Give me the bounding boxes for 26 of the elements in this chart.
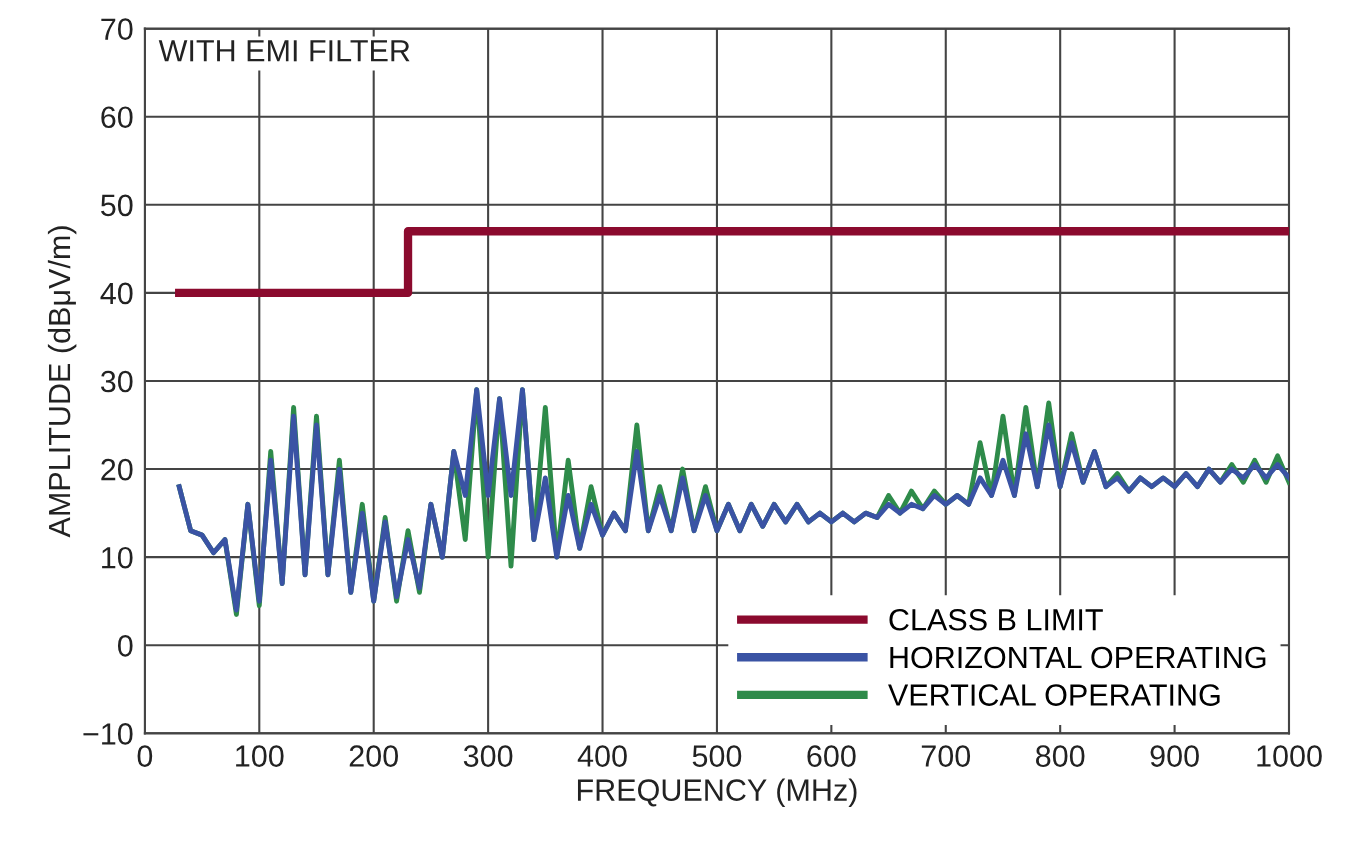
legend-label: HORIZONTAL OPERATING	[890, 646, 1266, 669]
x-tick-label: 200	[349, 745, 398, 767]
y-tick-label: 30	[100, 370, 133, 393]
y-tick-label: 60	[101, 106, 133, 129]
x-tick-label: 100	[236, 745, 284, 767]
x-tick-label: 600	[807, 745, 856, 767]
legend-label: CLASS B LIMIT	[889, 608, 1103, 631]
y-tick-label: 70	[101, 18, 133, 40]
x-tick-label: 700	[921, 745, 971, 767]
x-tick-label: 400	[577, 745, 627, 767]
y-tick-label: 0	[117, 634, 133, 657]
y-tick-label: 50	[101, 194, 133, 217]
y-tick-label: 10	[102, 546, 133, 569]
x-tick-label: 0	[137, 745, 153, 767]
x-axis-title: FREQUENCY (MHz)	[577, 778, 857, 807]
x-tick-label: 800	[1036, 745, 1085, 767]
y-tick-label: 20	[101, 458, 133, 481]
x-tick-label: 300	[463, 745, 513, 767]
x-tick-label: 1000	[1257, 745, 1322, 767]
x-tick-label: 900	[1150, 745, 1199, 767]
y-tick-label: 40	[100, 282, 133, 305]
y-tick-label: −10	[83, 723, 133, 745]
x-tick-label: 500	[692, 745, 742, 767]
annotation: WITH EMI FILTER	[158, 40, 410, 62]
y-axis-title: AMPLITUDE (dBμV/m)	[47, 226, 77, 538]
legend-label: VERTICAL OPERATING	[888, 684, 1220, 706]
